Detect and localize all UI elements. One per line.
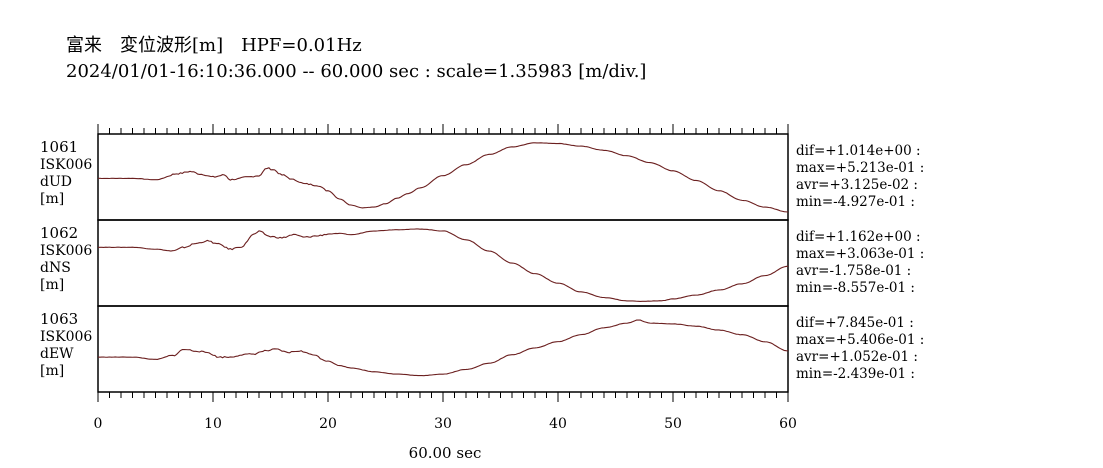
- stat-avr: avr=+1.052e-01 :: [796, 349, 918, 365]
- stat-avr: avr=-1.758e-01 :: [796, 263, 911, 279]
- unit-label: [m]: [40, 191, 64, 207]
- stat-dif: dif=+1.162e+00 :: [796, 229, 921, 245]
- x-tick-label: 40: [549, 416, 567, 432]
- stat-max: max=+5.213e-01 :: [796, 160, 924, 176]
- channel-id: 1062: [40, 224, 78, 242]
- component-label: dEW: [40, 346, 74, 362]
- stat-dif: dif=+1.014e+00 :: [796, 143, 921, 159]
- unit-label: [m]: [40, 363, 64, 379]
- panel-frame-dUD: [97, 133, 789, 221]
- channel-id: 1061: [40, 138, 78, 156]
- component-label: dNS: [40, 260, 71, 276]
- waveform-line-dNS: [97, 228, 789, 303]
- stat-min: min=-2.439e-01 :: [796, 366, 915, 382]
- waveform-line-dUD: [97, 142, 789, 213]
- panel-frame-dEW: [97, 305, 789, 393]
- station-code: ISK006: [40, 243, 92, 259]
- x-tick-label: 0: [94, 416, 103, 432]
- x-tick-label: 50: [664, 416, 682, 432]
- chart-title: 富来 変位波形[m] HPF=0.01Hz: [66, 35, 362, 56]
- unit-label: [m]: [40, 277, 64, 293]
- x-tick-label: 10: [204, 416, 222, 432]
- waveform-line-dEW: [97, 319, 789, 377]
- x-tick-label: 30: [434, 416, 452, 432]
- stat-max: max=+3.063e-01 :: [796, 246, 924, 262]
- panel-frame-dNS: [97, 219, 789, 307]
- x-tick-label: 60: [779, 416, 797, 432]
- x-axis-label: 60.00 sec: [409, 444, 482, 462]
- stat-dif: dif=+7.845e-01 :: [796, 315, 914, 331]
- station-code: ISK006: [40, 329, 92, 345]
- stat-min: min=-4.927e-01 :: [796, 194, 915, 210]
- station-code: ISK006: [40, 157, 92, 173]
- x-tick-label: 20: [319, 416, 337, 432]
- chart-subtitle: 2024/01/01-16:10:36.000 -- 60.000 sec : …: [66, 61, 647, 82]
- component-label: dUD: [40, 174, 72, 190]
- stat-avr: avr=+3.125e-02 :: [796, 177, 918, 193]
- channel-id: 1063: [40, 310, 78, 328]
- stat-min: min=-8.557e-01 :: [796, 280, 915, 296]
- stat-max: max=+5.406e-01 :: [796, 332, 924, 348]
